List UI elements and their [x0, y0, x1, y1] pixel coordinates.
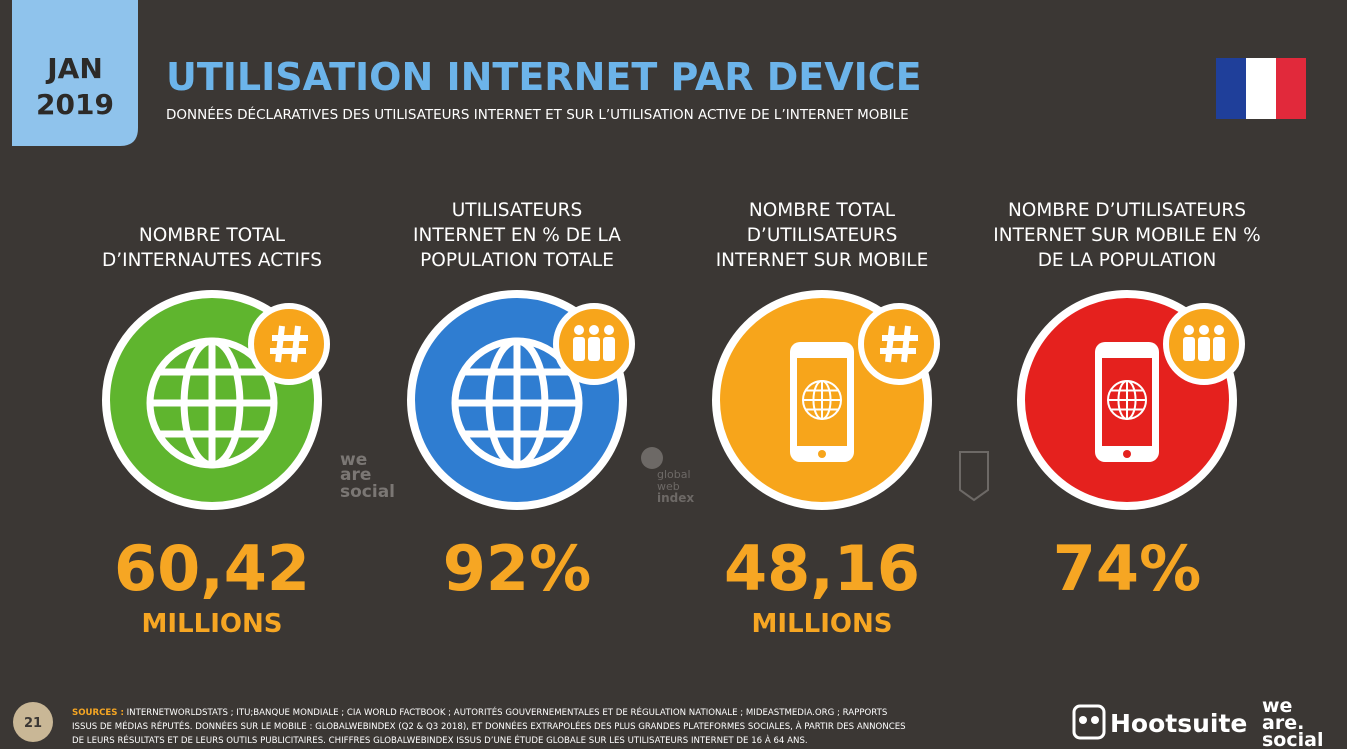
card-value: 74%	[1053, 532, 1201, 605]
people-icon	[1213, 337, 1225, 361]
subtitle: DONNÉES DÉCLARATIVES DES UTILISATEURS IN…	[166, 106, 909, 123]
card-value: 48,16	[724, 532, 920, 605]
card-label: INTERNET SUR MOBILE EN %	[993, 225, 1260, 246]
was-text: are.	[1262, 712, 1304, 734]
cards: NOMBRE TOTAL D’INTERNAUTES ACTIFS 60,42 MIL…	[102, 200, 1261, 639]
people-icon	[573, 337, 585, 361]
hootsuite-text: Hootsuite	[1110, 709, 1247, 738]
card-unit: MILLIONS	[142, 609, 283, 639]
people-icon	[1214, 325, 1224, 335]
card-label: DE LA POPULATION	[1038, 250, 1217, 271]
people-icon	[1198, 337, 1210, 361]
hash-icon	[885, 325, 895, 363]
sources-label: SOURCES :	[72, 708, 124, 718]
phone-button	[1123, 450, 1131, 458]
sources-line: DE LEURS RÉSULTATS ET DE LEURS OUTILS PU…	[72, 734, 808, 746]
watermark-text: we	[340, 450, 367, 470]
card-label: INTERNET SUR MOBILE	[716, 250, 929, 271]
was-text: we	[1262, 695, 1292, 717]
badge-circle	[858, 303, 940, 385]
hash-icon	[901, 325, 911, 363]
card-label: NOMBRE TOTAL	[139, 225, 286, 246]
people-icon	[603, 337, 615, 361]
people-icon	[604, 325, 614, 335]
badge-month: JAN	[45, 52, 103, 85]
card-value: 60,42	[114, 532, 310, 605]
flag	[1216, 58, 1306, 119]
watermark-text: social	[340, 482, 395, 502]
watermark-was: we are social	[340, 450, 395, 502]
card: NOMBRE TOTAL D’INTERNAUTES ACTIFS 60,42 MIL…	[102, 225, 330, 639]
watermark-text: web	[657, 480, 680, 493]
card-label: UTILISATEURS	[452, 200, 583, 221]
page-number: 21	[24, 716, 42, 731]
card-value: 92%	[443, 532, 591, 605]
watermark-text: index	[657, 491, 694, 505]
phone-button	[818, 450, 826, 458]
people-icon	[1183, 337, 1195, 361]
card-label: INTERNET EN % DE LA	[413, 225, 621, 246]
sources-text: INTERNETWORLDSTATS ; ITU;BANQUE MONDIALE…	[127, 706, 888, 718]
watermark-text: are	[340, 465, 371, 485]
people-icon	[589, 325, 599, 335]
was-logo: we are. social	[1262, 695, 1323, 749]
card: NOMBRE D’UTILISATEURS INTERNET SUR MOBILE…	[993, 200, 1260, 605]
badge-circle	[248, 303, 330, 385]
was-text: social	[1262, 729, 1323, 749]
people-icon	[588, 337, 600, 361]
people-icon	[1184, 325, 1194, 335]
title: UTILISATION INTERNET PAR DEVICE	[166, 55, 922, 99]
badge-year: 2019	[36, 88, 114, 121]
card-label: NOMBRE D’UTILISATEURS	[1008, 200, 1246, 221]
sources-line: SOURCES : INTERNETWORLDSTATS ; ITU;BANQU…	[72, 706, 887, 718]
page-badge	[13, 702, 53, 742]
card-label: NOMBRE TOTAL	[749, 200, 896, 221]
card-label: D’UTILISATEURS	[747, 225, 898, 246]
card-unit: MILLIONS	[752, 609, 893, 639]
hootsuite-logo: Hootsuite	[1072, 704, 1247, 740]
hash-icon	[275, 325, 285, 363]
sources-line: ISSUS DE MÉDIAS RÉPUTÉS. DONNÉES SUR LE …	[72, 720, 906, 732]
card: UTILISATEURS INTERNET EN % DE LA POPULATIO…	[407, 200, 635, 605]
card-label: POPULATION TOTALE	[420, 250, 614, 271]
people-icon	[574, 325, 584, 335]
people-icon	[1199, 325, 1209, 335]
date-badge	[12, 0, 138, 146]
card: NOMBRE TOTAL D’UTILISATEURS INTERNET SUR M…	[712, 200, 940, 639]
card-label: D’INTERNAUTES ACTIFS	[102, 250, 322, 271]
watermark-owl	[959, 451, 989, 502]
watermark-text: global	[657, 468, 691, 481]
watermark-gwi: global web index	[641, 447, 694, 505]
hash-icon	[291, 325, 301, 363]
